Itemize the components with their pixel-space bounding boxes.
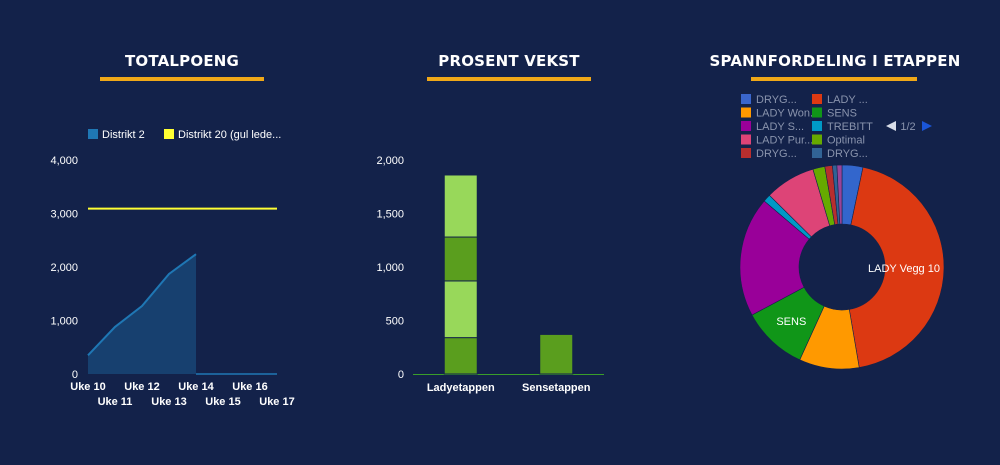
legend-label: Distrikt 20 (gul lede... [178, 129, 281, 141]
series-line-distrikt-2 [87, 253, 197, 356]
panel-title-prosent-vekst: PROSENT VEKST [438, 52, 580, 70]
legend-label: DRYG... [827, 148, 868, 160]
legend-swatch [741, 134, 751, 145]
y-tick-label: 1,500 [376, 209, 404, 221]
legend-swatch [812, 148, 822, 158]
legend-swatch [741, 107, 751, 118]
y-tick-label: 0 [398, 369, 404, 381]
legend-label: SENS [827, 108, 857, 120]
legend-swatch [741, 121, 751, 131]
pie-slice [739, 200, 810, 316]
legend-swatch [88, 129, 98, 139]
x-tick-label: Uke 12 [124, 381, 159, 393]
pie-slice [848, 166, 945, 368]
x-tick-label: Uke 17 [259, 396, 294, 408]
y-tick-label: 2,000 [50, 262, 78, 274]
legend-label: TREBITT [827, 121, 873, 133]
legend-swatch [741, 94, 751, 104]
y-tick-label: 3,000 [50, 209, 78, 221]
bar-segment [539, 333, 574, 375]
legend-label: DRYG... [756, 94, 797, 106]
pie-slice-label: LADY Vegg 10 [868, 263, 940, 275]
bar-segment [443, 174, 478, 238]
bar-segment [443, 337, 478, 375]
legend-label: LADY Won... [756, 108, 819, 120]
legend-label: DRYG... [756, 148, 797, 160]
x-tick-label: Uke 13 [151, 396, 186, 408]
x-tick-label: Uke 14 [178, 381, 214, 393]
legend-swatch [741, 148, 751, 158]
y-tick-label: 0 [72, 369, 78, 381]
legend-page-indicator: 1/2 [900, 121, 915, 133]
panel-title-totalpoeng: TOTALPOENG [124, 52, 240, 70]
legend-label: LADY Pur... [756, 135, 813, 147]
y-tick-label: 2,000 [376, 155, 404, 167]
x-tick-label: Uke 11 [98, 396, 133, 408]
title-underline [751, 77, 917, 81]
legend-label: Distrikt 2 [102, 129, 145, 141]
legend-label: Optimal [827, 135, 865, 147]
triangle-left-icon[interactable] [886, 121, 896, 131]
legend-label: LADY ... [827, 94, 868, 106]
x-tick-label: Uke 15 [205, 396, 240, 408]
x-tick-label: Sensetappen [522, 382, 591, 394]
bar-segment [443, 236, 478, 282]
legend-swatch [812, 94, 822, 104]
title-underline [100, 77, 264, 81]
y-tick-label: 4,000 [50, 155, 78, 167]
x-tick-label: Uke 16 [232, 381, 267, 393]
legend-label: LADY S... [756, 121, 804, 133]
x-tick-label: Uke 10 [70, 381, 105, 393]
y-tick-label: 1,000 [50, 316, 78, 328]
series-area-distrikt-2 [88, 254, 196, 374]
pie-slice [836, 164, 843, 225]
y-tick-label: 1,000 [376, 262, 404, 274]
triangle-right-icon[interactable] [922, 121, 932, 131]
legend-swatch [812, 121, 822, 131]
title-underline [427, 77, 591, 81]
legend-swatch [812, 107, 822, 118]
legend-swatch [812, 134, 822, 145]
legend-swatch [164, 129, 174, 139]
y-tick-label: 500 [386, 316, 404, 328]
pie-slice-label: SENS [776, 316, 806, 328]
panel-title-spannfordeling: SPANNFORDELING I ETAPPEN [709, 52, 961, 70]
x-tick-label: Ladyetappen [427, 382, 495, 394]
bar-segment [443, 280, 478, 339]
